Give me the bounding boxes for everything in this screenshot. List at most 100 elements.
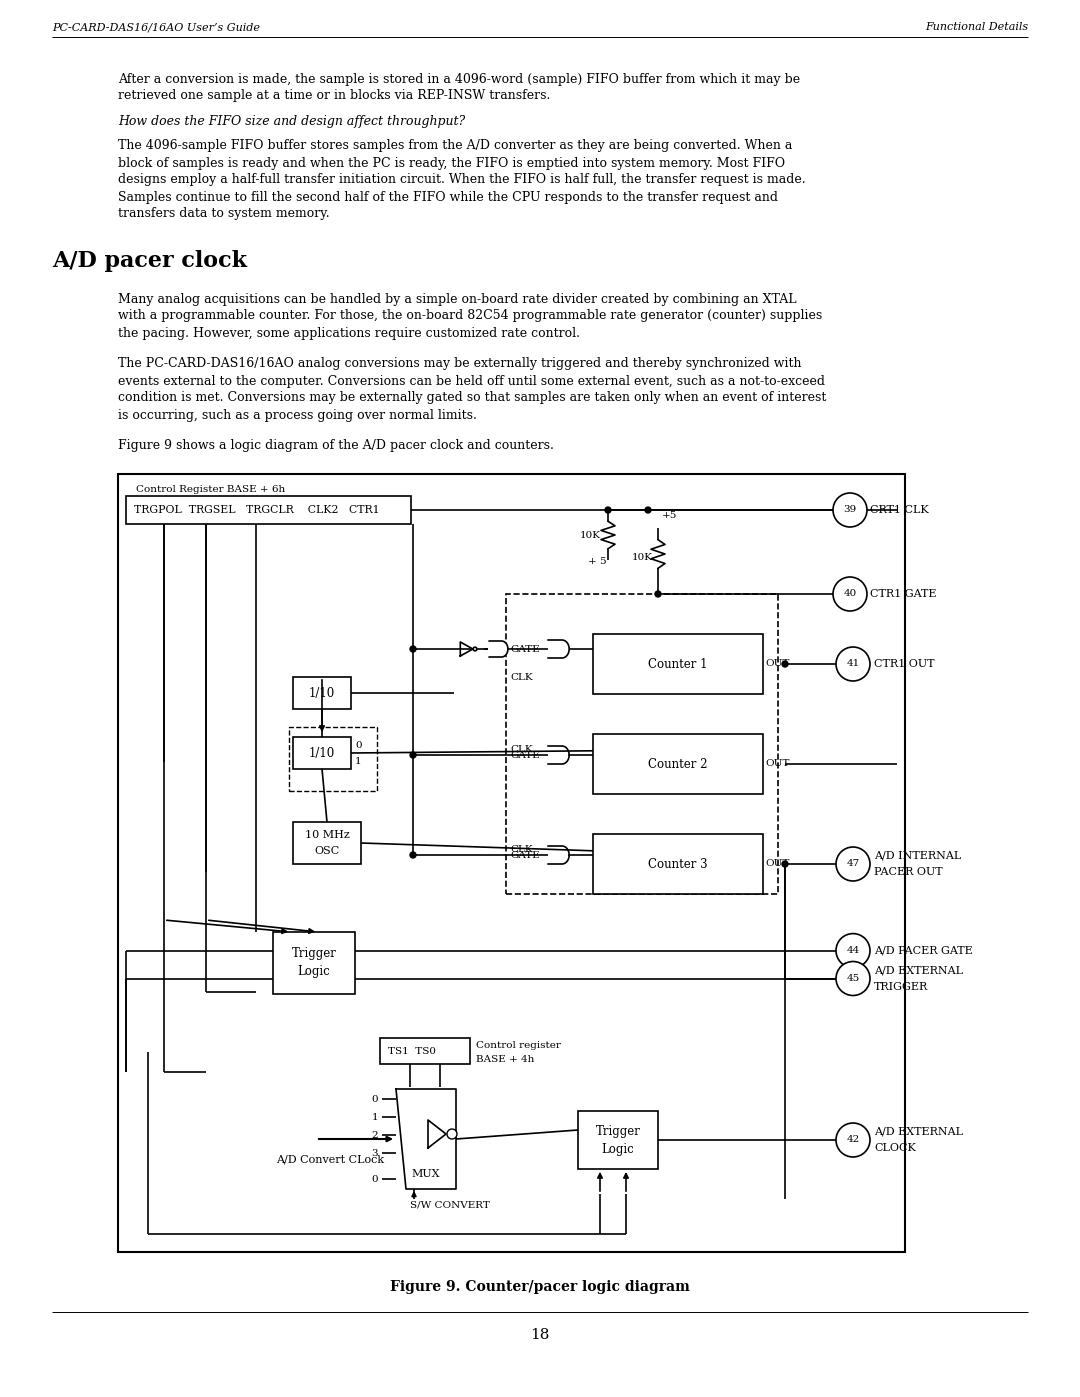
- Text: 2: 2: [372, 1130, 378, 1140]
- Text: GATE: GATE: [510, 851, 540, 859]
- Text: designs employ a half-full transfer initiation circuit. When the FIFO is half fu: designs employ a half-full transfer init…: [118, 173, 806, 187]
- Text: GATE: GATE: [510, 750, 540, 760]
- Text: CLK: CLK: [510, 745, 532, 753]
- Text: CTR1 GATE: CTR1 GATE: [870, 590, 936, 599]
- Text: CTR1 OUT: CTR1 OUT: [874, 659, 934, 669]
- Bar: [380, 1038, 470, 1065]
- Text: Counter 1: Counter 1: [648, 658, 707, 671]
- Text: Trigger: Trigger: [292, 947, 337, 961]
- Bar: [118, 474, 905, 1252]
- Text: 45: 45: [847, 974, 860, 983]
- Circle shape: [410, 752, 416, 759]
- Circle shape: [836, 933, 870, 968]
- Text: Functional Details: Functional Details: [924, 22, 1028, 32]
- Bar: [593, 634, 762, 694]
- Text: 10K: 10K: [632, 553, 653, 563]
- Text: Logic: Logic: [602, 1143, 634, 1155]
- Text: 1: 1: [372, 1112, 378, 1122]
- Polygon shape: [549, 847, 569, 863]
- Text: 47: 47: [847, 859, 860, 869]
- Text: A/D EXTERNAL: A/D EXTERNAL: [874, 965, 963, 975]
- Text: 0: 0: [372, 1175, 378, 1183]
- Text: A/D Convert CLock: A/D Convert CLock: [276, 1154, 384, 1164]
- Text: 40: 40: [843, 590, 856, 598]
- Circle shape: [473, 647, 477, 651]
- Polygon shape: [549, 746, 569, 764]
- Text: The PC-CARD-DAS16/16AO analog conversions may be externally triggered and thereb: The PC-CARD-DAS16/16AO analog conversion…: [118, 358, 801, 370]
- Text: After a conversion is made, the sample is stored in a 4096-word (sample) FIFO bu: After a conversion is made, the sample i…: [118, 73, 800, 85]
- Text: MUX: MUX: [411, 1169, 441, 1179]
- Text: 0: 0: [372, 1094, 378, 1104]
- Text: 41: 41: [847, 659, 860, 669]
- Text: OUT: OUT: [765, 659, 789, 669]
- Text: GATE: GATE: [510, 644, 540, 654]
- Circle shape: [833, 493, 867, 527]
- Text: S/W CONVERT: S/W CONVERT: [410, 1200, 490, 1210]
- Bar: [273, 932, 355, 995]
- Text: TRGPOL  TRGSEL   TRGCLR    CLK2   CTR1: TRGPOL TRGSEL TRGCLR CLK2 CTR1: [134, 504, 380, 515]
- Text: A/D EXTERNAL: A/D EXTERNAL: [874, 1127, 963, 1137]
- Text: A/D INTERNAL: A/D INTERNAL: [874, 851, 961, 861]
- Circle shape: [447, 1129, 457, 1139]
- Text: CLK: CLK: [510, 673, 532, 682]
- Bar: [289, 726, 377, 791]
- Text: 42: 42: [847, 1136, 860, 1144]
- Circle shape: [836, 961, 870, 996]
- Text: Figure 9 shows a logic diagram of the A/D pacer clock and counters.: Figure 9 shows a logic diagram of the A/…: [118, 440, 554, 453]
- Text: 1: 1: [355, 757, 362, 766]
- Text: +5: +5: [662, 510, 677, 520]
- Circle shape: [645, 507, 651, 513]
- Circle shape: [836, 647, 870, 680]
- Text: Control register: Control register: [476, 1042, 561, 1051]
- Text: TS1  TS0: TS1 TS0: [388, 1046, 436, 1056]
- Text: the pacing. However, some applications require customized rate control.: the pacing. However, some applications r…: [118, 327, 580, 339]
- Text: Samples continue to fill the second half of the FIFO while the CPU responds to t: Samples continue to fill the second half…: [118, 190, 778, 204]
- Text: Counter 2: Counter 2: [648, 757, 707, 771]
- Text: condition is met. Conversions may be externally gated so that samples are taken : condition is met. Conversions may be ext…: [118, 391, 826, 405]
- Circle shape: [782, 861, 788, 868]
- Text: How does the FIFO size and design affect throughput?: How does the FIFO size and design affect…: [118, 115, 465, 127]
- Text: Control Register BASE + 6h: Control Register BASE + 6h: [136, 486, 285, 495]
- Text: 1/10: 1/10: [309, 686, 335, 700]
- Text: A/D pacer clock: A/D pacer clock: [52, 250, 247, 272]
- Circle shape: [782, 661, 788, 666]
- Text: 10 MHz: 10 MHz: [305, 830, 349, 840]
- Text: PACER OUT: PACER OUT: [874, 868, 943, 877]
- Text: 18: 18: [530, 1329, 550, 1343]
- Text: Logic: Logic: [298, 965, 330, 978]
- Text: 0: 0: [355, 740, 362, 750]
- Bar: [593, 834, 762, 894]
- Text: OSC: OSC: [314, 847, 339, 856]
- Text: OUT: OUT: [765, 760, 789, 768]
- Text: CLOCK: CLOCK: [874, 1143, 916, 1153]
- Text: Counter 3: Counter 3: [648, 858, 707, 870]
- Text: 44: 44: [847, 946, 860, 956]
- Text: Figure 9. Counter/pacer logic diagram: Figure 9. Counter/pacer logic diagram: [390, 1280, 690, 1294]
- Polygon shape: [428, 1120, 446, 1148]
- Text: OUT: OUT: [765, 859, 789, 869]
- Text: transfers data to system memory.: transfers data to system memory.: [118, 208, 329, 221]
- Text: Many analog acquisitions can be handled by a simple on-board rate divider create: Many analog acquisitions can be handled …: [118, 292, 797, 306]
- Polygon shape: [396, 1090, 456, 1189]
- Polygon shape: [549, 640, 569, 658]
- Text: The 4096-sample FIFO buffer stores samples from the A/D converter as they are be: The 4096-sample FIFO buffer stores sampl…: [118, 140, 793, 152]
- Bar: [293, 821, 361, 863]
- Text: retrieved one sample at a time or in blocks via REP-INSW transfers.: retrieved one sample at a time or in blo…: [118, 89, 551, 102]
- Circle shape: [410, 645, 416, 652]
- Text: CRT1 CLK: CRT1 CLK: [870, 504, 929, 515]
- Text: 3: 3: [372, 1148, 378, 1158]
- Text: 39: 39: [843, 506, 856, 514]
- Text: Trigger: Trigger: [595, 1125, 640, 1137]
- Circle shape: [836, 1123, 870, 1157]
- Text: PC-CARD-DAS16/16AO User’s Guide: PC-CARD-DAS16/16AO User’s Guide: [52, 22, 260, 32]
- Circle shape: [833, 577, 867, 610]
- Text: TRIGGER: TRIGGER: [874, 982, 928, 992]
- Bar: [293, 678, 351, 710]
- Text: events external to the computer. Conversions can be held off until some external: events external to the computer. Convers…: [118, 374, 825, 387]
- Bar: [507, 594, 778, 894]
- Text: CLK: CLK: [510, 845, 532, 854]
- Bar: [593, 733, 762, 793]
- Text: with a programmable counter. For those, the on-board 82C54 programmable rate gen: with a programmable counter. For those, …: [118, 310, 822, 323]
- Circle shape: [654, 591, 661, 597]
- Text: is occurring, such as a process going over normal limits.: is occurring, such as a process going ov…: [118, 408, 477, 422]
